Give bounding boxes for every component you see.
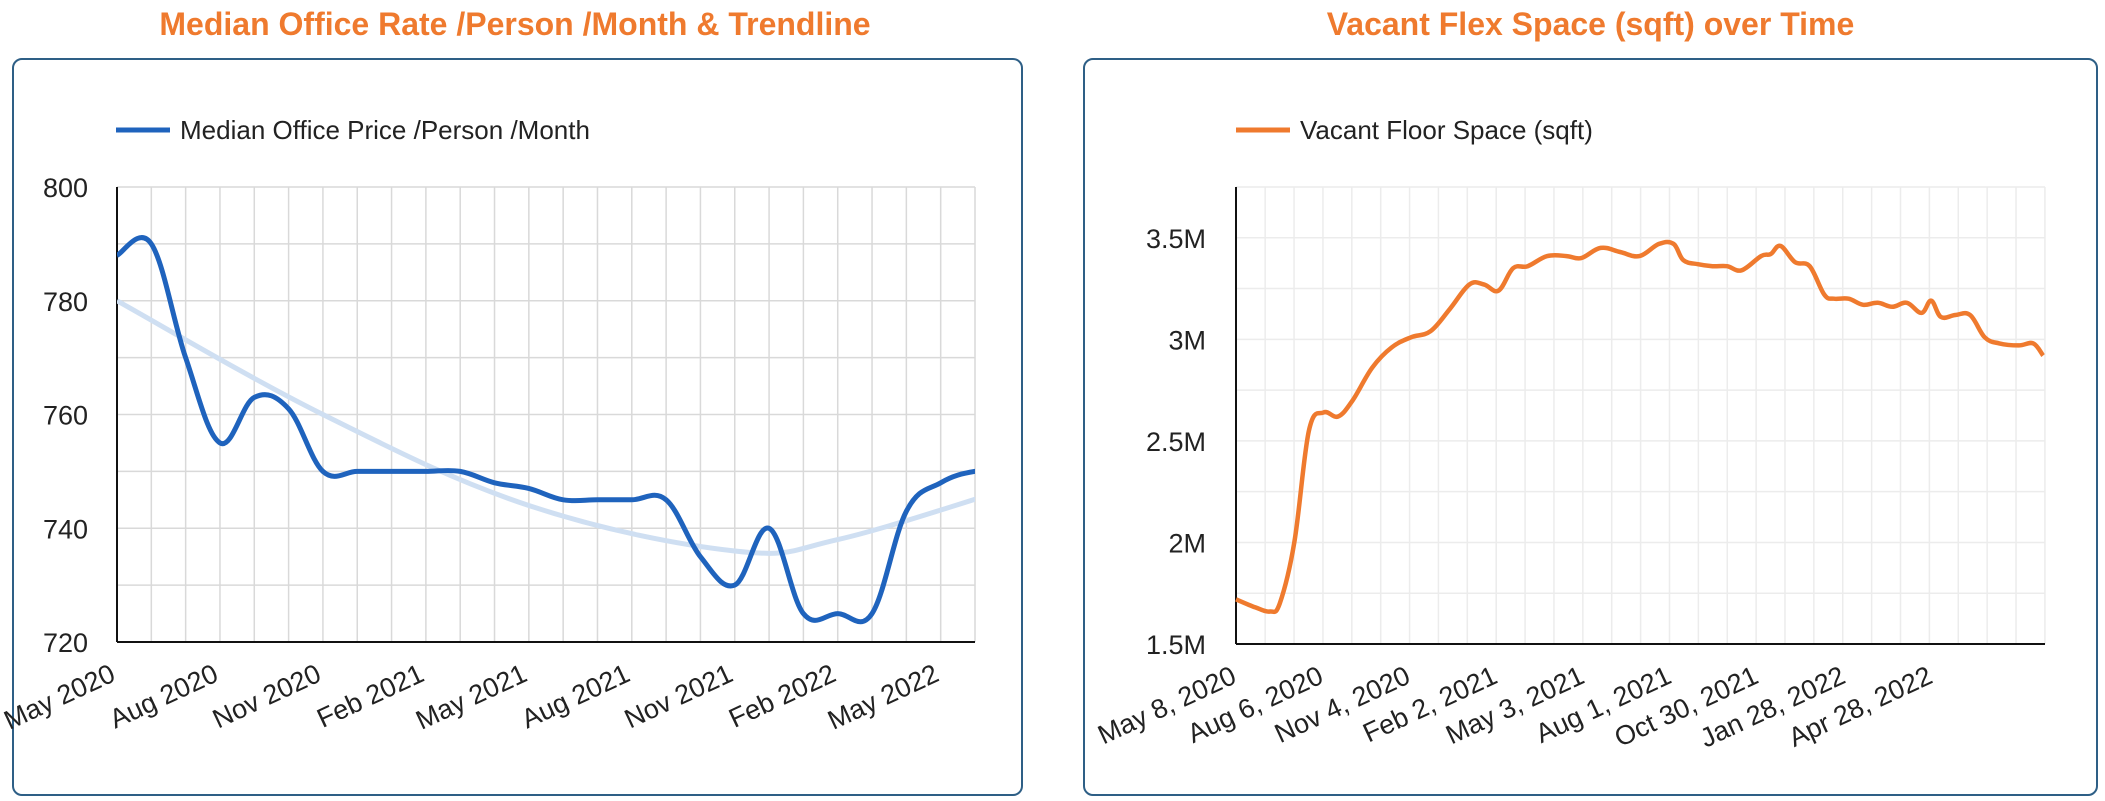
y-tick-label: 3M — [1168, 325, 1206, 355]
y-tick-label: 780 — [43, 287, 88, 317]
y-tick-label: 720 — [43, 628, 88, 658]
chart-title-office-rate: Median Office Rate /Person /Month & Tren… — [159, 6, 871, 42]
x-tick-label: May 2022 — [823, 658, 943, 735]
legend-label-median-price: Median Office Price /Person /Month — [180, 115, 590, 145]
chart-title-vacant-space: Vacant Flex Space (sqft) over Time — [1326, 6, 1855, 42]
y-tick-label: 800 — [43, 173, 88, 203]
y-tick-label: 3.5M — [1146, 224, 1206, 254]
x-tick-label: Aug 2020 — [105, 658, 222, 734]
trendline — [117, 298, 975, 556]
x-tick-label: Nov 2021 — [620, 658, 737, 734]
series-line-vacant-space — [1235, 239, 2045, 615]
y-tick-label: 2M — [1168, 528, 1206, 558]
y-tick-label: 2.5M — [1146, 427, 1206, 457]
y-tick-label: 740 — [43, 514, 88, 544]
x-tick-label: Feb 2021 — [312, 658, 428, 733]
x-tick-label: Aug 2021 — [517, 658, 634, 734]
x-tick-label: May 2020 — [0, 658, 120, 735]
x-tick-label: Feb 2022 — [724, 658, 840, 733]
office-rate-chart-panel — [12, 58, 1023, 796]
y-tick-label: 760 — [43, 401, 88, 431]
legend-label-vacant-space: Vacant Floor Space (sqft) — [1300, 115, 1593, 145]
x-tick-label: Nov 2020 — [208, 658, 325, 734]
series-line-median-price — [117, 235, 975, 625]
y-tick-label: 1.5M — [1146, 630, 1206, 660]
x-tick-label: May 2021 — [411, 658, 531, 735]
